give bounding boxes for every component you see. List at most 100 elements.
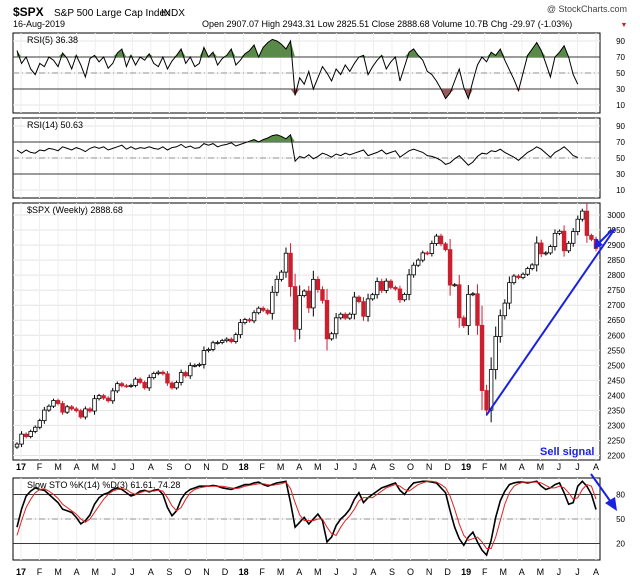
candle-body xyxy=(484,390,489,411)
y-tick-label: 2550 xyxy=(607,346,625,355)
x-tick-label: D xyxy=(444,462,451,472)
candle-body xyxy=(46,405,52,411)
panel-legend: $SPX (Weekly) 2888.68 xyxy=(27,205,123,215)
x-tick-label: F xyxy=(482,567,488,577)
y-tick-label: 70 xyxy=(616,138,625,147)
candle-body xyxy=(548,246,553,254)
candle-body xyxy=(247,319,252,322)
candle-body xyxy=(87,408,93,412)
candle-body xyxy=(14,443,20,448)
candle-body xyxy=(19,433,24,445)
candle-body xyxy=(498,315,503,337)
candle-body xyxy=(402,293,407,301)
candle-body xyxy=(33,426,38,432)
panel-legend: RSI(14) 50.63 xyxy=(27,120,83,130)
candle-body xyxy=(64,406,70,413)
oversold-fill xyxy=(17,89,578,99)
x-tick-label: A xyxy=(74,462,80,472)
x-tick-label: M xyxy=(500,462,508,472)
candle-body xyxy=(169,382,175,389)
panel-legend: Slow STO %K(14) %D(3) 61.61, 74.28 xyxy=(27,480,180,490)
candle-body xyxy=(420,252,425,261)
x-tick-label: M xyxy=(537,462,545,472)
sell-signal-arrow-icon xyxy=(590,473,617,511)
candle-body xyxy=(124,385,129,388)
candle-body xyxy=(520,273,526,278)
x-tick-label: S xyxy=(389,567,395,577)
candle-body xyxy=(447,249,453,286)
x-tick-label: J xyxy=(575,567,580,577)
candle-body xyxy=(333,317,339,335)
x-tick-label: A xyxy=(296,567,302,577)
candle-body xyxy=(83,408,88,418)
y-tick-label: 2800 xyxy=(607,271,625,280)
candle-body xyxy=(151,373,156,379)
x-tick-label: M xyxy=(277,567,285,577)
panel-legend: RSI(5) 36.38 xyxy=(27,35,78,45)
x-tick-label: D xyxy=(222,567,229,577)
candle-body xyxy=(28,431,33,437)
x-tick-label: S xyxy=(389,462,395,472)
y-tick-label: 2450 xyxy=(607,376,625,385)
candle-body xyxy=(60,403,65,413)
stoch-line xyxy=(16,480,597,550)
candle-body xyxy=(370,294,375,300)
candle-body xyxy=(233,334,239,342)
candle-body xyxy=(242,319,248,324)
candle-body xyxy=(534,242,539,266)
candle-body xyxy=(288,252,293,287)
candle-body xyxy=(539,242,544,255)
y-tick-label: 90 xyxy=(616,37,625,46)
y-tick-label: 2500 xyxy=(607,361,625,370)
x-tick-label: A xyxy=(519,567,525,577)
x-tick-label: J xyxy=(111,567,116,577)
candle-body xyxy=(115,383,120,392)
candles xyxy=(14,203,599,449)
x-tick-label: A xyxy=(370,567,376,577)
candle-body xyxy=(584,210,590,236)
x-tick-label: J xyxy=(557,567,562,577)
y-tick-label: 50 xyxy=(616,69,625,78)
candle-body xyxy=(525,268,530,275)
candle-body xyxy=(338,313,343,319)
candle-body xyxy=(365,298,371,317)
candle-body xyxy=(133,378,138,386)
x-tick-label: J xyxy=(353,567,358,577)
x-tick-label: 17 xyxy=(16,462,26,472)
candle-body xyxy=(466,293,471,327)
candle-body xyxy=(438,235,444,245)
candle-body xyxy=(397,288,403,301)
candle-body xyxy=(566,242,571,252)
x-tick-label: F xyxy=(259,462,265,472)
index-name: S&P 500 Large Cap Index xyxy=(54,8,170,19)
x-tick-label: N xyxy=(426,462,433,472)
x-tick-label: J xyxy=(575,462,580,472)
candle-body xyxy=(393,287,398,290)
trend-break-arrow-icon xyxy=(594,229,613,249)
x-tick-label: A xyxy=(593,462,599,472)
candle-body xyxy=(105,397,111,402)
candle-body xyxy=(557,230,562,234)
candle-body xyxy=(165,373,170,384)
x-tick-label: D xyxy=(222,462,229,472)
candle-body xyxy=(260,307,266,311)
candle-body xyxy=(379,281,384,291)
candle-body xyxy=(201,350,207,365)
candle-body xyxy=(571,231,576,244)
candle-body xyxy=(470,293,476,296)
x-tick-label: S xyxy=(166,462,172,472)
candle-body xyxy=(119,383,125,387)
candle-body xyxy=(292,286,298,330)
candle-body xyxy=(561,230,567,252)
x-tick-label: O xyxy=(184,567,191,577)
candle-body xyxy=(406,274,412,295)
y-tick-label: 50 xyxy=(616,515,625,524)
candle-body xyxy=(511,275,517,284)
y-tick-label: 10 xyxy=(616,186,625,195)
candle-body xyxy=(274,278,280,293)
y-tick-label: 2600 xyxy=(607,331,625,340)
candle-body xyxy=(219,340,225,343)
rsi-line xyxy=(16,133,578,166)
x-tick-label: J xyxy=(334,462,339,472)
